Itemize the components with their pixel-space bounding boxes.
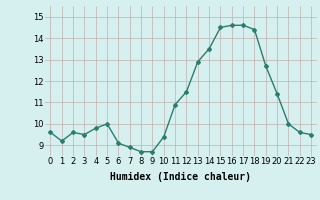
X-axis label: Humidex (Indice chaleur): Humidex (Indice chaleur)	[110, 172, 251, 182]
